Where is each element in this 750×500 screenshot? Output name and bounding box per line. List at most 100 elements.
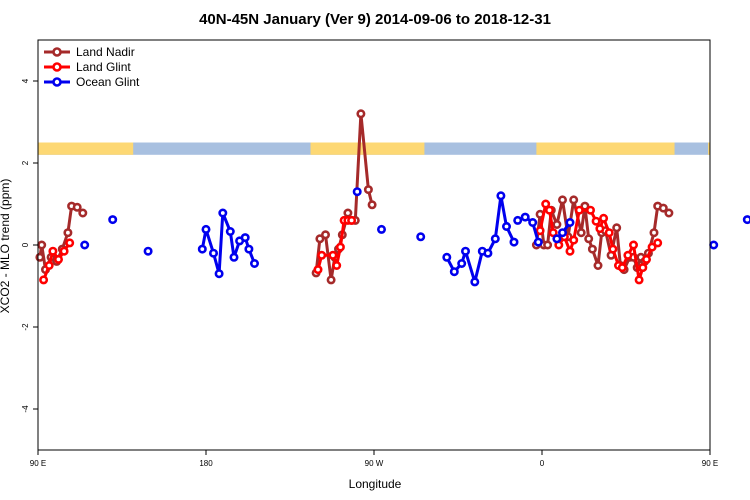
y-tick-label: 2 [21,160,30,165]
land-glint-point [647,242,657,252]
ocean-glint-point [225,227,235,237]
ocean-glint-line [200,211,256,276]
y-tick-label: -4 [21,405,30,413]
ocean-glint-point [557,228,567,238]
land-glint-point [569,235,579,245]
ocean-glint-point [470,277,480,287]
x-axis-label: Longitude [349,477,402,491]
ocean-glint-point [565,218,575,228]
land-nadir-point [37,240,47,250]
land-glint-point [608,244,618,254]
land-mask-segment [708,142,710,155]
land-nadir-point [658,203,668,213]
land-glint-point [347,215,357,225]
land-glint-point [39,275,49,285]
land-glint-point [623,250,633,260]
legend-marker-land-glint [52,62,62,72]
ocean-glint-point [509,237,519,247]
plot-area: 90 E 180 90 W 0 90 E -4 -2 0 2 4 [21,39,750,468]
y-tick-label: 0 [21,242,30,247]
legend-marker-land-nadir [52,47,62,57]
land-nadir-point [343,208,353,218]
land-nadir-point [356,109,366,119]
land-glint-point [628,240,638,250]
land-glint-point [585,205,595,215]
land-glint-point [574,205,584,215]
legend-marker-ocean-glint [52,77,62,87]
land-glint-point [595,224,605,234]
land-glint-point [617,263,627,273]
land-glint-point [653,238,663,248]
ocean-glint-point [457,258,467,268]
ocean-glint-point [143,246,153,256]
land-glint-point [641,254,651,264]
land-nadir-point [543,240,553,250]
ocean-glint-point [240,233,250,243]
land-glint-point [65,238,75,248]
land-glint-point [328,250,338,260]
ocean-glint-point [742,215,750,225]
land-glint-point [638,263,648,273]
ocean-glint-point [442,252,452,262]
ocean-glint-point [201,224,211,234]
ocean-glint-point [229,252,239,262]
land-nadir-point [584,234,594,244]
ocean-glint-point [709,240,719,250]
land-nadir-point [649,228,659,238]
ocean-glint-point [533,237,543,247]
land-nadir-point [587,244,597,254]
land-nadir-point [557,195,567,205]
land-glint-point [591,216,601,226]
legend-entry-ocean-glint: Ocean Glint [76,75,140,89]
ocean-glint-point [490,234,500,244]
y-tick-label: 4 [21,78,30,83]
land-nadir-point [363,185,373,195]
land-mask-segment [536,142,675,155]
land-glint-point [317,250,327,260]
land-nadir-point [63,228,73,238]
ocean-glint-point [460,246,470,256]
ocean-glint-point [352,187,362,197]
land-nadir-point [612,223,622,233]
land-glint-point [313,265,323,275]
x-tick-label: 90 W [365,459,384,468]
land-glint-point [335,242,345,252]
land-glint-point [53,254,63,264]
ocean-glint-point [501,222,511,232]
land-glint-point [544,205,554,215]
ocean-glint-point [209,248,219,258]
legend-entry-land-glint: Land Glint [76,60,131,74]
land-glint-point [604,228,614,238]
ocean-glint-point [376,224,386,234]
land-glint-point [332,260,342,270]
x-tick-label: 180 [199,459,213,468]
land-glint-point [634,275,644,285]
ocean-glint-point [108,215,118,225]
land-glint-point [59,246,69,256]
land-nadir-point [569,195,579,205]
ocean-glint-point [483,248,493,258]
ocean-glint-point [214,269,224,279]
land-glint-point [48,246,58,256]
ocean-glint-point [250,258,260,268]
land-nadir-point [552,220,562,230]
x-tick-label: 0 [540,459,545,468]
land-glint-point [44,260,54,270]
land-nadir-point [326,275,336,285]
land-nadir-point [367,200,377,210]
land-nadir-point [593,260,603,270]
ocean-glint-point [496,191,506,201]
land-glint-point [565,246,575,256]
ocean-glint-point [520,212,530,222]
x-tick-label: 90 E [702,459,718,468]
ocean-glint-point [513,215,523,225]
ocean-glint-point [416,232,426,242]
land-glint-point [535,226,545,236]
chart-title: 40N-45N January (Ver 9) 2014-09-06 to 20… [199,11,551,28]
y-tick-label: -2 [21,323,30,331]
land-mask-segment [310,142,425,155]
ocean-glint-point [244,244,254,254]
land-nadir-point [320,230,330,240]
